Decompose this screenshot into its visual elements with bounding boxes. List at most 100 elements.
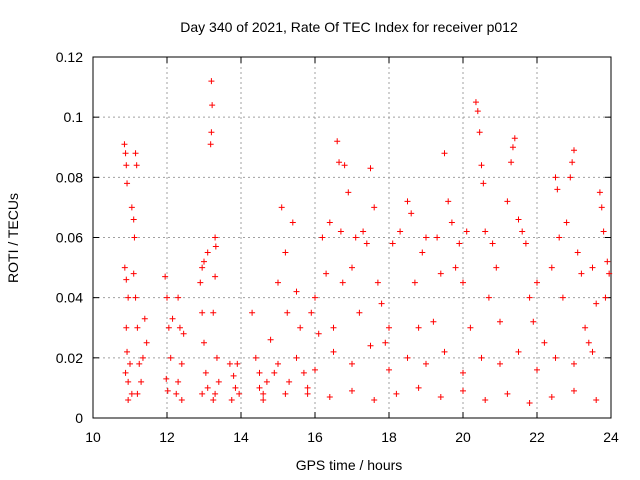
data-point-marker bbox=[497, 318, 503, 325]
data-point-marker bbox=[278, 204, 285, 211]
data-point-marker bbox=[125, 378, 132, 385]
data-point-marker bbox=[593, 300, 600, 307]
data-point-marker bbox=[199, 390, 206, 397]
grid-lines bbox=[93, 57, 611, 418]
data-point-marker bbox=[125, 294, 132, 301]
data-point-marker bbox=[319, 234, 326, 241]
data-point-marker bbox=[472, 99, 479, 106]
data-point-marker bbox=[374, 279, 381, 286]
data-point-marker bbox=[165, 324, 172, 331]
data-point-marker bbox=[178, 360, 185, 367]
data-point-marker bbox=[419, 249, 426, 256]
data-point-marker bbox=[236, 390, 243, 397]
data-point-marker bbox=[367, 165, 374, 172]
data-point-marker bbox=[249, 309, 256, 316]
data-point-marker bbox=[275, 360, 281, 367]
data-point-marker bbox=[467, 324, 474, 331]
data-point-marker bbox=[389, 240, 396, 247]
data-point-marker bbox=[130, 270, 137, 277]
data-point-marker bbox=[204, 384, 211, 391]
data-point-marker bbox=[297, 324, 304, 331]
data-point-marker bbox=[197, 279, 204, 286]
data-point-marker bbox=[478, 354, 485, 361]
data-point-marker bbox=[441, 150, 448, 157]
data-point-marker bbox=[393, 390, 400, 397]
x-tick-label: 16 bbox=[307, 429, 323, 445]
data-point-marker bbox=[339, 279, 346, 286]
data-point-marker bbox=[493, 264, 500, 271]
data-point-marker bbox=[430, 318, 437, 325]
data-point-marker bbox=[176, 324, 183, 331]
data-point-marker bbox=[234, 360, 241, 367]
data-point-marker bbox=[164, 387, 171, 394]
data-point-marker bbox=[552, 354, 559, 361]
data-point-marker bbox=[131, 234, 138, 241]
data-point-marker bbox=[304, 390, 311, 397]
data-point-marker bbox=[173, 390, 180, 397]
data-point-marker bbox=[337, 228, 344, 235]
data-point-marker bbox=[582, 324, 589, 331]
data-point-marker bbox=[336, 159, 343, 166]
data-point-marker bbox=[163, 375, 170, 382]
data-point-marker bbox=[371, 396, 378, 403]
data-point-marker bbox=[423, 234, 429, 241]
data-point-marker bbox=[437, 270, 444, 277]
data-point-marker bbox=[204, 249, 211, 256]
data-point-marker bbox=[201, 339, 207, 346]
data-point-marker bbox=[415, 384, 422, 391]
data-point-marker bbox=[534, 279, 540, 286]
data-point-marker bbox=[167, 354, 174, 361]
data-point-marker bbox=[212, 234, 219, 241]
x-tick-label: 10 bbox=[85, 429, 101, 445]
data-point-marker bbox=[480, 180, 487, 187]
data-point-marker bbox=[515, 216, 522, 223]
data-point-marker bbox=[415, 324, 422, 331]
data-point-marker bbox=[228, 396, 235, 403]
y-tick-label: 0.06 bbox=[56, 230, 83, 246]
data-point-marker bbox=[212, 273, 219, 280]
data-point-marker bbox=[508, 159, 515, 166]
chart-title: Day 340 of 2021, Rate Of TEC Index for r… bbox=[180, 19, 518, 35]
x-tick-label: 18 bbox=[381, 429, 397, 445]
data-point-marker bbox=[593, 396, 600, 403]
data-point-marker bbox=[282, 390, 289, 397]
data-point-marker bbox=[232, 384, 239, 391]
data-point-marker bbox=[124, 180, 131, 187]
data-point-marker bbox=[330, 324, 337, 331]
data-point-marker bbox=[341, 162, 348, 169]
y-tick-label: 0.1 bbox=[64, 109, 84, 125]
data-point-marker bbox=[212, 390, 219, 397]
data-point-marker bbox=[519, 228, 526, 235]
data-point-marker bbox=[134, 390, 141, 397]
data-point-marker bbox=[556, 234, 563, 241]
data-point-marker bbox=[360, 228, 367, 235]
data-point-marker bbox=[386, 366, 392, 373]
data-point-marker bbox=[397, 228, 404, 235]
data-point-marker bbox=[123, 276, 130, 283]
data-point-marker bbox=[476, 129, 483, 136]
data-point-marker bbox=[367, 342, 374, 349]
data-point-marker bbox=[175, 294, 182, 301]
data-point-marker bbox=[460, 369, 466, 376]
data-point-marker bbox=[356, 309, 363, 316]
data-point-marker bbox=[124, 348, 131, 355]
data-point-marker bbox=[286, 378, 293, 385]
data-point-marker bbox=[209, 102, 216, 109]
data-point-marker bbox=[423, 360, 429, 367]
data-point-marker bbox=[213, 354, 220, 361]
y-tick-label: 0 bbox=[75, 410, 83, 426]
data-point-marker bbox=[596, 189, 603, 196]
data-point-marker bbox=[382, 339, 389, 346]
data-point-marker bbox=[371, 204, 378, 211]
data-point-marker bbox=[554, 186, 561, 193]
y-tick-label: 0.02 bbox=[56, 350, 83, 366]
data-point-marker bbox=[452, 264, 459, 271]
data-point-marker bbox=[230, 372, 237, 379]
data-point-marker bbox=[463, 228, 470, 235]
data-point-marker bbox=[127, 360, 133, 367]
data-point-marker bbox=[308, 309, 315, 316]
data-point-marker bbox=[282, 249, 289, 256]
data-point-marker bbox=[133, 162, 140, 169]
data-point-marker bbox=[132, 294, 139, 301]
